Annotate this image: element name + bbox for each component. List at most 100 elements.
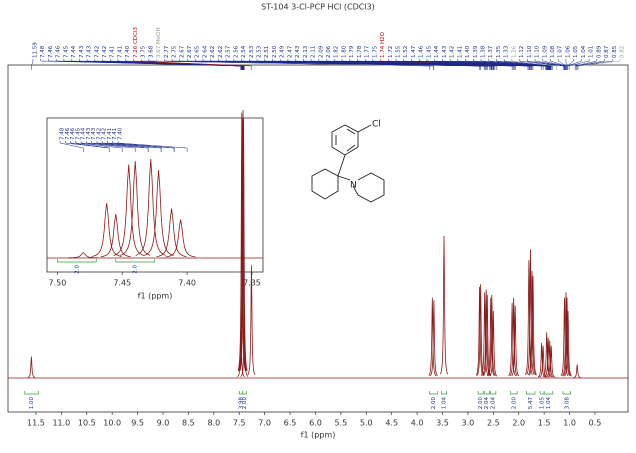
x-tick-label: 7.50: [48, 279, 66, 288]
peak-label-leader: [566, 59, 574, 70]
peak-label: 1.39: [473, 45, 479, 58]
x-axis-label: f1 (ppm): [301, 431, 336, 440]
peak: [487, 294, 496, 376]
peak-label: 2.77: [164, 45, 170, 58]
peak-label: 1.80: [341, 45, 347, 58]
peak-label: 7.42: [96, 128, 102, 140]
peak-label-leader: [496, 59, 553, 70]
peak: [165, 219, 196, 258]
peak-label: 11.59: [33, 42, 39, 58]
bond: [346, 144, 356, 152]
peak: [508, 302, 517, 377]
peak: [511, 305, 520, 377]
peak-label-leader: [575, 59, 605, 70]
peak-label: 7.45: [63, 45, 69, 58]
bond: [357, 124, 372, 133]
x-tick-label: 7.5: [233, 419, 246, 428]
x-tick-label: 8.5: [182, 419, 195, 428]
peak-label-leader: [117, 141, 188, 152]
x-tick-label: 9.5: [131, 419, 144, 428]
peak-label: 1.78: [357, 45, 363, 58]
integral-bracket: [489, 391, 497, 395]
peak-label: 7.46: [65, 127, 71, 140]
integral-label: 2.0: [74, 265, 80, 274]
integral-bracket: [115, 259, 156, 263]
peak: [480, 292, 489, 376]
atom-label: N: [350, 181, 357, 191]
integral-bracket: [24, 391, 39, 395]
peak-label: 7.45: [75, 127, 81, 140]
integral-bracket: [238, 391, 244, 395]
bond: [346, 128, 356, 135]
peak: [528, 270, 536, 376]
x-tick-label: 3.5: [436, 419, 449, 428]
peak-label: 1.04: [581, 45, 587, 58]
integral-label: 3.98: [239, 397, 245, 410]
peak-label: 1.40: [465, 45, 471, 58]
peak-label: 7.42: [94, 46, 100, 58]
peak: [529, 276, 537, 376]
peak-label-leader: [59, 141, 84, 152]
peak: [545, 340, 554, 378]
peak-label-leader: [503, 59, 554, 70]
peak-label-leader: [480, 59, 551, 70]
peak: [27, 356, 36, 378]
peak-label: 1.09: [542, 45, 548, 58]
peak-label: 7.43: [91, 127, 97, 140]
x-tick-label: 4.0: [411, 419, 424, 428]
peak-label: 7.42: [102, 46, 108, 58]
x-tick-label: 7.0: [258, 419, 271, 428]
peak: [562, 292, 570, 376]
integral-bracket: [526, 391, 536, 395]
peak-label-leader: [565, 59, 567, 70]
peak: [560, 297, 569, 377]
peak-label: 1.44: [434, 45, 440, 58]
peak-label: 1.41: [457, 46, 463, 58]
x-tick-label: 0.5: [589, 419, 602, 428]
integral-bracket: [562, 391, 571, 395]
peak: [544, 337, 553, 378]
peak-label-leader: [568, 59, 590, 70]
peak-label: 2.62: [218, 46, 224, 58]
peak-label-leader: [326, 59, 516, 70]
peak-label: 0.82: [620, 46, 626, 58]
peak-label: 1.10: [527, 45, 533, 58]
peak: [440, 235, 448, 375]
peak-label: 1.01: [589, 46, 595, 58]
peak-label-leader: [388, 59, 534, 70]
peak-label: 1.55: [396, 45, 402, 58]
peak-label: 7.46: [70, 127, 76, 140]
peak-label: 1.79: [349, 45, 355, 58]
peak: [156, 208, 187, 258]
peak: [429, 300, 438, 377]
inset-x-label: f1 (ppm): [138, 292, 173, 301]
integral-bracket: [477, 391, 484, 395]
piperidine: [352, 172, 385, 203]
peak: [240, 324, 249, 377]
peak: [239, 118, 248, 372]
peak: [113, 164, 144, 256]
peak-label: 2.51: [264, 46, 270, 58]
x-tick-label: 7.40: [178, 279, 196, 288]
peak: [68, 251, 99, 259]
peak-label: 1.52: [403, 46, 409, 58]
x-tick-label: 4.5: [385, 419, 398, 428]
x-tick-label: 8.0: [207, 419, 220, 428]
peak-label-leader: [557, 59, 567, 70]
peak-label: 1.77: [365, 45, 371, 58]
peak-label: 1.46: [419, 45, 425, 58]
peak-label: 2.13: [303, 45, 309, 58]
peak-label: 3.68: [148, 45, 154, 58]
peak-label-leader: [550, 59, 566, 70]
peak-label-leader: [567, 59, 582, 70]
peak-label-leader: [91, 141, 149, 152]
peak: [237, 112, 246, 371]
integral-bracket: [428, 391, 438, 395]
peak-label: 7.26 CDCl3: [133, 27, 139, 58]
peak-label: 1.45: [426, 45, 432, 58]
peak-label: 2.67: [179, 45, 185, 58]
x-tick-label: 6.5: [284, 419, 297, 428]
peak-label-leader: [295, 59, 498, 70]
